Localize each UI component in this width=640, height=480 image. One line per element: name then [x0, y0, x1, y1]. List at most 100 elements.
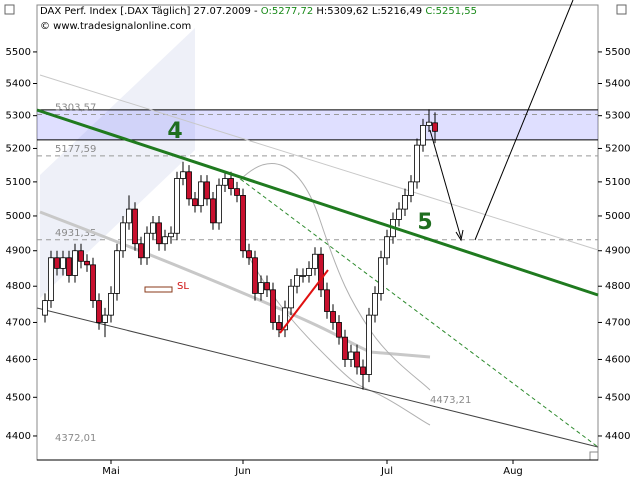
candle-body: [246, 250, 252, 259]
checkbox[interactable]: [4, 4, 15, 15]
candle-body: [354, 351, 360, 368]
candle-body: [414, 144, 420, 183]
candle-body: [402, 195, 408, 210]
y-tick-label: 5400: [6, 79, 31, 90]
y-tick-label: 5300: [6, 111, 31, 122]
candle-body: [336, 322, 342, 338]
candle-body: [378, 257, 384, 294]
arrowhead: [455, 229, 464, 242]
candle-body: [222, 178, 228, 186]
y-tick-label: 5200: [6, 143, 31, 154]
candle-body: [126, 208, 132, 224]
y-tick-label: 4700: [6, 317, 31, 328]
high-label: H:5309,62: [316, 6, 368, 17]
level-label: 4931,35: [55, 228, 96, 239]
candle-body: [306, 267, 312, 276]
candle-body: [84, 260, 90, 266]
y-tick-label: 4800: [6, 281, 31, 292]
candle-body: [264, 282, 270, 291]
band-line: [239, 163, 431, 391]
y-tick-label: 5100: [605, 177, 630, 188]
line-label: 4473,21: [430, 395, 471, 406]
candle-body: [120, 222, 126, 252]
low-label: L:5216,49: [372, 6, 422, 17]
candle-body: [396, 208, 402, 220]
candle-body: [114, 250, 120, 294]
channel-shade: [40, 28, 195, 298]
y-tick-label: 4600: [605, 354, 630, 365]
candle-body: [198, 181, 204, 207]
y-tick-label: 5000: [605, 211, 630, 222]
candle-body: [294, 275, 300, 287]
candle-body: [150, 222, 156, 234]
checkbox[interactable]: [616, 4, 627, 15]
candle-body: [192, 198, 198, 207]
candle-body: [330, 311, 336, 323]
candle-body: [324, 289, 330, 312]
candle-body: [252, 257, 258, 294]
wave-label: 4: [167, 119, 182, 144]
candle-body: [96, 300, 102, 323]
candle-body: [288, 285, 294, 309]
level-label: 5177,59: [55, 144, 96, 155]
candle-body: [66, 257, 72, 276]
candle-body: [312, 253, 318, 269]
candle-body: [180, 171, 186, 179]
y-tick-label: 5000: [6, 211, 31, 222]
y-tick-label: 5300: [605, 111, 630, 122]
candle-body: [360, 366, 366, 375]
candle-body: [240, 195, 246, 252]
candle-body: [72, 250, 78, 276]
x-tick-label: Mai: [102, 466, 120, 477]
moving-average: [39, 210, 431, 359]
dashed-trend: [234, 174, 599, 448]
y-tick-label: 4800: [605, 281, 630, 292]
y-tick-label: 5400: [605, 79, 630, 90]
candle-body: [216, 184, 222, 224]
x-tick-label: Jun: [234, 466, 251, 477]
sl-label: SL: [177, 281, 189, 292]
candle-body: [108, 293, 114, 316]
y-tick-label: 4400: [605, 431, 630, 442]
open-label: O:5277,72: [261, 6, 313, 17]
candle-body: [102, 314, 108, 323]
y-tick-label: 4900: [6, 246, 31, 257]
y-tick-label: 5500: [605, 47, 630, 58]
candle-body: [276, 322, 282, 331]
candle-body: [90, 264, 96, 302]
candle-body: [342, 336, 348, 360]
upper-channel-line: [39, 74, 599, 251]
candle-body: [78, 250, 84, 262]
close-label: C:5251,55: [425, 6, 477, 17]
sl-box: [144, 286, 173, 293]
y-tick-label: 4500: [605, 392, 630, 403]
candle-body: [144, 232, 150, 259]
candle-body: [270, 289, 276, 323]
y-tick-label: 4600: [6, 354, 31, 365]
y-tick-label: 4900: [605, 246, 630, 257]
wave-label: 5: [417, 210, 432, 235]
candle-body: [156, 222, 162, 245]
candle-body: [282, 307, 288, 331]
header: DAX Perf. Index [.DAX Täglich] 27.07.200…: [40, 6, 477, 17]
candle-body: [366, 314, 372, 375]
x-tick-label: Jul: [380, 466, 393, 477]
trend-line: [36, 108, 599, 297]
lower-channel-line: [36, 307, 599, 448]
y-tick-label: 5500: [6, 47, 31, 58]
candle-body: [210, 198, 216, 224]
candle-body: [384, 236, 390, 259]
y-tick-label: 4700: [605, 317, 630, 328]
candle-body: [348, 351, 354, 360]
candle-body: [42, 300, 48, 316]
level-label: 5303,57: [55, 103, 96, 114]
candle-body: [228, 178, 234, 190]
y-tick-label: 4400: [6, 431, 31, 442]
x-tick-label: Aug: [503, 466, 523, 477]
candle-body: [420, 125, 426, 146]
candle-body: [162, 236, 168, 245]
candle-body: [132, 208, 138, 245]
candle-body: [174, 178, 180, 234]
arrow: [474, 0, 574, 241]
